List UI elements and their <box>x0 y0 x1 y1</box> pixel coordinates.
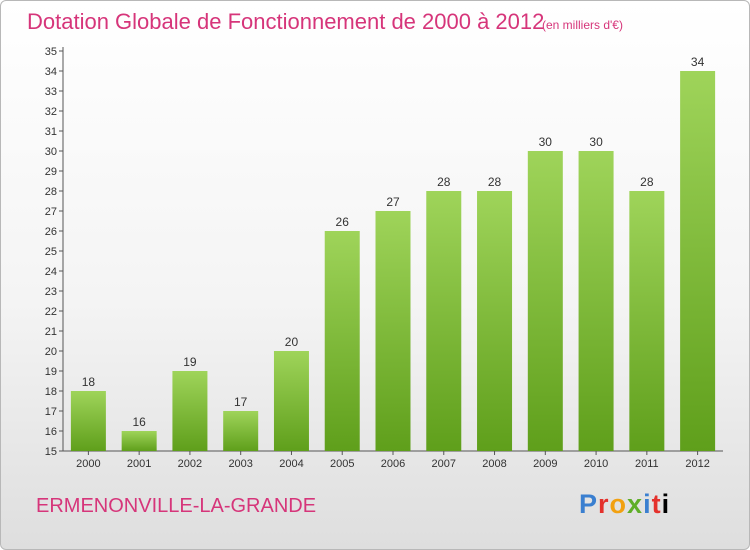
logo-letter: x <box>627 489 644 519</box>
bar <box>121 431 157 451</box>
commune-name: ERMENONVILLE-LA-GRANDE <box>36 495 317 517</box>
x-tick-label: 2003 <box>228 458 252 470</box>
logo-letter: i <box>643 489 652 519</box>
y-tick-label: 23 <box>45 286 57 298</box>
bar-value-label: 20 <box>285 335 299 349</box>
x-tick-label: 2009 <box>533 458 557 470</box>
y-tick-label: 30 <box>45 146 57 158</box>
y-tick-label: 22 <box>45 306 57 318</box>
y-tick-label: 24 <box>45 266 57 278</box>
y-tick-label: 28 <box>45 186 57 198</box>
bar-value-label: 17 <box>234 395 248 409</box>
y-tick-label: 29 <box>45 166 57 178</box>
x-tick-label: 2002 <box>178 458 202 470</box>
y-tick-label: 33 <box>45 86 57 98</box>
bar <box>426 191 462 451</box>
y-tick-label: 20 <box>45 346 57 358</box>
x-tick-label: 2012 <box>685 458 709 470</box>
bar-value-label: 28 <box>640 175 654 189</box>
y-tick-label: 21 <box>45 326 57 338</box>
chart-bars: 18 16 19 17 20 26 27 28 28 30 30 28 34 <box>70 55 716 451</box>
x-tick-label: 2000 <box>76 458 100 470</box>
bar <box>477 191 513 451</box>
bar-value-label: 28 <box>488 175 502 189</box>
logo-letter: P <box>579 489 599 519</box>
bar <box>70 391 106 451</box>
bar <box>629 191 665 451</box>
bar <box>223 411 259 451</box>
bar-value-label: 18 <box>82 375 96 389</box>
x-tick-label: 2004 <box>279 458 303 470</box>
chart-axes: 15 16 17 18 19 20 21 22 23 24 25 26 27 28 29 30 31 32 33 34… <box>45 46 723 470</box>
x-tick-label: 2011 <box>635 458 659 470</box>
chart-title: Dotation Globale de Fonctionnement de 20… <box>27 9 545 34</box>
bar-value-label: 30 <box>589 135 603 149</box>
bar-value-label: 26 <box>336 215 350 229</box>
proxiti-logo: Proxiti <box>579 489 670 520</box>
bar <box>273 351 309 451</box>
y-tick-label: 35 <box>45 46 57 58</box>
bar-value-label: 28 <box>437 175 451 189</box>
bar-value-label: 19 <box>183 355 197 369</box>
logo-letter: o <box>609 489 628 519</box>
bar <box>680 71 716 451</box>
y-tick-label: 15 <box>45 446 57 458</box>
y-tick-label: 25 <box>45 246 57 258</box>
y-tick-label: 31 <box>45 126 57 138</box>
y-tick-label: 34 <box>45 66 57 78</box>
bar-value-label: 30 <box>539 135 553 149</box>
y-tick-label: 18 <box>45 386 57 398</box>
y-tick-label: 32 <box>45 106 57 118</box>
bar <box>578 151 614 451</box>
x-tick-label: 2006 <box>381 458 405 470</box>
x-tick-label: 2001 <box>127 458 151 470</box>
bar-value-label: 16 <box>132 415 146 429</box>
y-tick-label: 17 <box>45 406 57 418</box>
bar <box>324 231 360 451</box>
bar <box>375 211 411 451</box>
x-tick-label: 2010 <box>584 458 608 470</box>
y-tick-label: 19 <box>45 366 57 378</box>
x-tick-label: 2008 <box>482 458 506 470</box>
bar-value-label: 34 <box>691 55 705 69</box>
x-tick-label: 2005 <box>330 458 354 470</box>
bar <box>172 371 208 451</box>
y-tick-label: 27 <box>45 206 57 218</box>
logo-letter: t <box>651 489 662 519</box>
logo-letter: i <box>661 489 671 519</box>
y-tick-label: 26 <box>45 226 57 238</box>
logo-letter: r <box>598 489 610 519</box>
chart-unit: (en milliers d'€) <box>542 18 623 32</box>
y-tick-label: 16 <box>45 426 57 438</box>
x-tick-label: 2007 <box>432 458 456 470</box>
bar <box>527 151 563 451</box>
bar-value-label: 27 <box>386 195 400 209</box>
